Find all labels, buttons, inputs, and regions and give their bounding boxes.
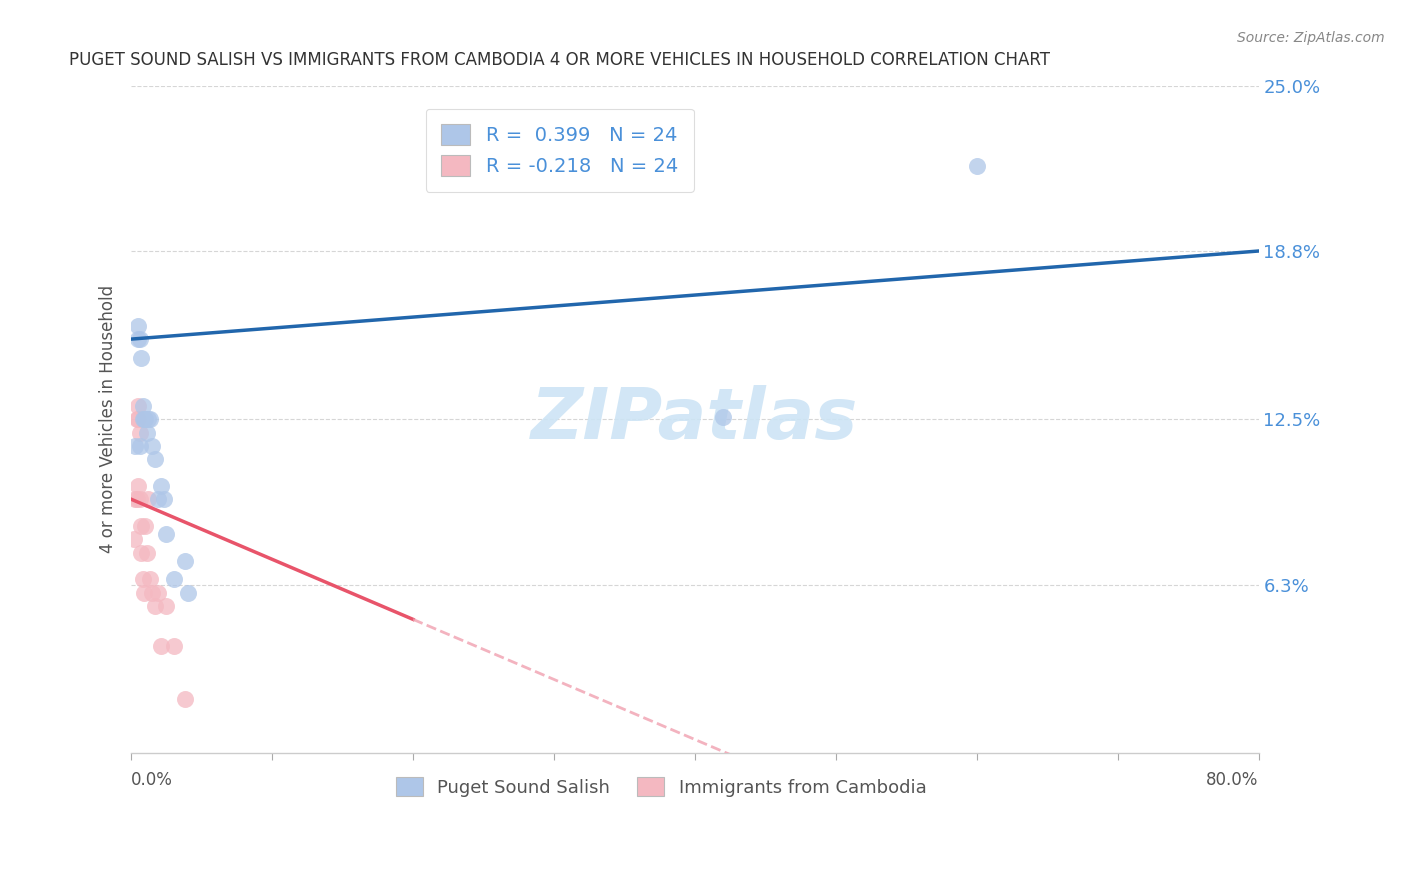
Point (129, 546, 152, 560)
Point (176, 585, 198, 599)
Point (129, 519, 152, 533)
Point (135, 425, 157, 440)
Point (128, 439, 150, 453)
Point (127, 332, 149, 346)
Point (143, 452, 166, 467)
Point (131, 412, 153, 426)
Point (141, 585, 163, 599)
Point (966, 159, 988, 173)
Point (134, 519, 156, 533)
Point (127, 318, 149, 333)
Point (162, 572, 184, 586)
Point (128, 332, 150, 346)
Point (124, 439, 146, 453)
Point (122, 533, 145, 547)
Text: ZIPatlas: ZIPatlas (531, 384, 859, 454)
Point (152, 492, 174, 507)
Point (125, 492, 148, 507)
Text: Source: ZipAtlas.com: Source: ZipAtlas.com (1237, 31, 1385, 45)
Point (155, 599, 177, 613)
Point (132, 585, 155, 599)
Point (138, 412, 160, 426)
Point (143, 599, 166, 613)
Point (155, 527, 177, 541)
Y-axis label: 4 or more Vehicles in Household: 4 or more Vehicles in Household (100, 285, 117, 553)
Point (132, 412, 155, 426)
Point (129, 351, 152, 365)
Point (127, 399, 149, 413)
Point (173, 692, 195, 706)
Point (146, 585, 169, 599)
Point (136, 492, 159, 507)
Point (149, 479, 172, 493)
Point (134, 412, 156, 426)
Point (127, 412, 149, 426)
Point (141, 439, 163, 453)
Point (127, 479, 149, 493)
Point (162, 639, 184, 653)
Point (128, 425, 150, 440)
Point (149, 639, 172, 653)
Point (136, 412, 159, 426)
Point (711, 409, 734, 424)
Text: 80.0%: 80.0% (1206, 771, 1258, 789)
Point (124, 492, 146, 507)
Point (125, 412, 148, 426)
Legend: Puget Sound Salish, Immigrants from Cambodia: Puget Sound Salish, Immigrants from Camb… (388, 770, 934, 804)
Point (173, 554, 195, 568)
Point (146, 492, 169, 507)
Text: 0.0%: 0.0% (131, 771, 173, 789)
Text: PUGET SOUND SALISH VS IMMIGRANTS FROM CAMBODIA 4 OR MORE VEHICLES IN HOUSEHOLD C: PUGET SOUND SALISH VS IMMIGRANTS FROM CA… (69, 51, 1050, 69)
Point (128, 492, 150, 507)
Point (131, 399, 153, 413)
Point (131, 572, 153, 586)
Point (138, 572, 160, 586)
Point (135, 546, 157, 560)
